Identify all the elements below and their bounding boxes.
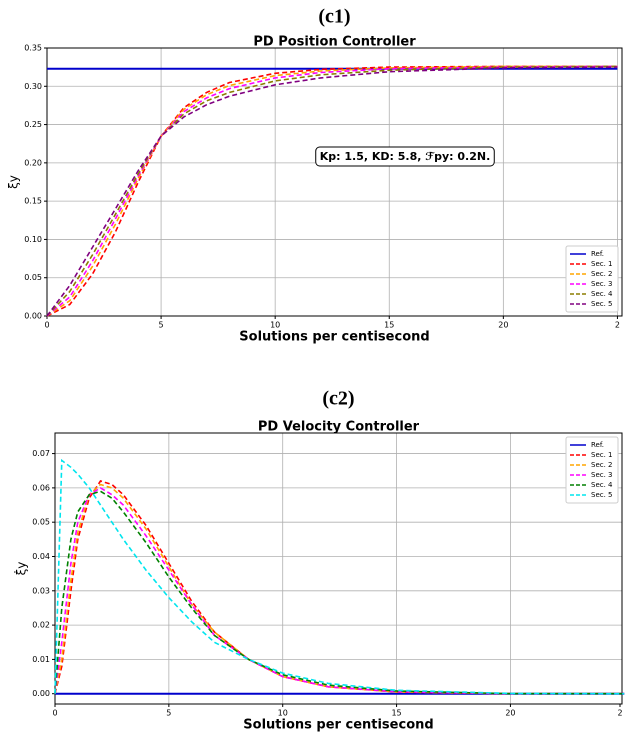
- y-tick-label: 0.15: [24, 197, 42, 206]
- legend-label: Ref.: [591, 250, 604, 258]
- x-tick-label: 5: [159, 321, 164, 330]
- legend-label: Sec. 3: [591, 471, 613, 479]
- x-axis-label: Solutions per centisecond: [239, 330, 429, 345]
- series-line: [54, 480, 625, 695]
- y-axis-label: ξy: [7, 175, 21, 189]
- legend-label: Sec. 1: [591, 451, 613, 459]
- series-line: [54, 483, 625, 695]
- y-tick-label: 0.00: [32, 689, 50, 698]
- y-tick-label: 0.25: [24, 120, 42, 129]
- legend-label: Sec. 5: [591, 491, 613, 499]
- y-tick-label: 0.05: [32, 518, 50, 527]
- legend-label: Sec. 2: [591, 461, 613, 469]
- legend-label: Sec. 4: [591, 290, 613, 298]
- x-tick-label: 0: [44, 321, 49, 330]
- series-line: [46, 66, 618, 317]
- legend-box: [565, 245, 619, 313]
- y-tick-label: 0.05: [24, 273, 42, 282]
- annotation-box: [315, 146, 495, 167]
- chart-title: PD Position Controller: [253, 35, 416, 50]
- series-line: [46, 65, 618, 317]
- plot-frame: [54, 432, 623, 705]
- legend-label: Ref.: [591, 441, 604, 449]
- legend-label: Sec. 1: [591, 260, 613, 268]
- y-tick-label: 0.20: [24, 158, 42, 167]
- y-tick-label: 0.10: [24, 235, 42, 244]
- legend-label: Sec. 3: [591, 280, 613, 288]
- x-tick-label: 2: [615, 321, 620, 330]
- y-axis-label: ξ̇y: [13, 562, 28, 576]
- y-tick-label: 0.03: [32, 586, 50, 595]
- x-tick-label: 15: [384, 321, 394, 330]
- y-tick-label: 0.30: [24, 82, 42, 91]
- x-tick-label: 20: [498, 321, 508, 330]
- x-tick-label: 10: [270, 321, 280, 330]
- y-tick-label: 0.06: [32, 483, 50, 492]
- legend-label: Sec. 4: [591, 481, 613, 489]
- legend-box: [565, 436, 619, 504]
- panel-label: (c2): [322, 388, 354, 410]
- y-tick-label: 0.01: [32, 655, 50, 664]
- x-tick-label: 0: [52, 709, 57, 718]
- x-axis-label: Solutions per centisecond: [243, 718, 433, 732]
- legend-label: Sec. 2: [591, 270, 613, 278]
- y-tick-label: 0.07: [32, 449, 50, 458]
- x-tick-label: 10: [278, 709, 288, 718]
- series-line: [54, 490, 625, 695]
- y-tick-label: 0.00: [24, 312, 42, 321]
- y-tick-label: 0.35: [24, 44, 42, 53]
- plot-frame: [46, 47, 623, 317]
- chart-title: PD Velocity Controller: [258, 420, 420, 435]
- x-tick-label: 2: [617, 709, 622, 718]
- x-tick-label: 5: [166, 709, 171, 718]
- series-line: [46, 65, 618, 317]
- panel-label: (c1): [318, 6, 350, 28]
- series-line: [54, 458, 625, 695]
- y-tick-label: 0.02: [32, 621, 50, 630]
- legend-label: Sec. 5: [591, 300, 613, 308]
- series-line: [46, 65, 618, 317]
- annotation: Kp: 1.5, KD: 5.8, ℱpy: 0.2N.: [320, 150, 491, 163]
- y-tick-label: 0.04: [32, 552, 50, 561]
- x-tick-label: 20: [505, 709, 515, 718]
- x-tick-label: 15: [391, 709, 401, 718]
- series-line: [46, 65, 618, 317]
